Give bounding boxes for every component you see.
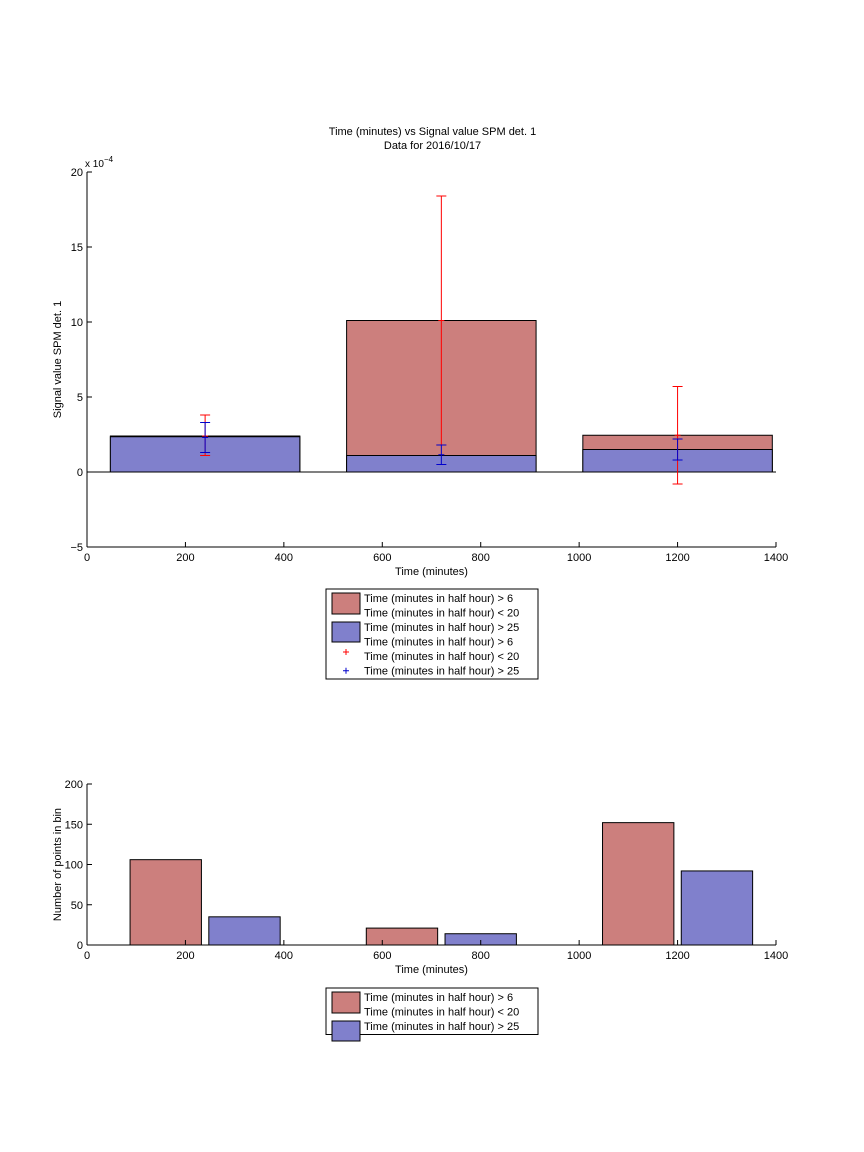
x-axis-label: Time (minutes) bbox=[395, 566, 468, 578]
legend-label: Time (minutes in half hour) > 25 bbox=[364, 622, 519, 634]
chart-subtitle: Data for 2016/10/17 bbox=[384, 140, 481, 152]
x-tick-label: 400 bbox=[275, 950, 293, 962]
legend-patch-1 bbox=[331, 991, 361, 1014]
x-tick-label: 0 bbox=[84, 552, 90, 564]
count-bar-series-2 bbox=[680, 870, 754, 946]
legend-label: Time (minutes in half hour) > 6 bbox=[364, 637, 513, 649]
y-tick-label: 100 bbox=[65, 860, 83, 872]
legend-label: Time (minutes in half hour) > 6 bbox=[364, 992, 513, 1004]
y-tick-label: 10 bbox=[71, 317, 83, 329]
exponent-label: x 10 bbox=[85, 159, 104, 170]
legend-patch-2 bbox=[331, 1020, 361, 1042]
legend-box bbox=[325, 987, 539, 1035]
x-tick-label: 1200 bbox=[665, 950, 689, 962]
x-tick-label: 1000 bbox=[567, 552, 591, 564]
y-tick-label: 0 bbox=[77, 467, 83, 479]
x-tick-label: 600 bbox=[373, 552, 391, 564]
x-tick-label: 200 bbox=[176, 950, 194, 962]
count-chart: 0 200 400 600 800 1000 1200 1400 0 50 100 150 200 Tim… bbox=[52, 779, 788, 1042]
x-tick-label: 0 bbox=[84, 950, 90, 962]
legend-patch-2 bbox=[331, 621, 361, 643]
legend-box bbox=[325, 588, 539, 680]
x-tick-label: 600 bbox=[373, 950, 391, 962]
x-tick-label: 400 bbox=[275, 552, 293, 564]
legend-label: Time (minutes in half hour) < 20 bbox=[364, 1007, 519, 1019]
y-tick-label: −5 bbox=[70, 542, 83, 554]
legend-label: Time (minutes in half hour) > 25 bbox=[364, 666, 519, 678]
x-tick-label: 1200 bbox=[665, 552, 689, 564]
legend-label: Time (minutes in half hour) > 6 bbox=[364, 593, 513, 605]
legend-patch-1 bbox=[331, 592, 361, 615]
count-bar-series-1 bbox=[365, 927, 439, 946]
exponent-power: −4 bbox=[104, 155, 114, 164]
y-tick-label: 200 bbox=[65, 779, 83, 791]
legend-label: Time (minutes in half hour) < 20 bbox=[364, 608, 519, 620]
y-tick-label: 20 bbox=[71, 167, 83, 179]
count-bar-series-1 bbox=[129, 859, 202, 946]
legend-label: Time (minutes in half hour) > 25 bbox=[364, 1021, 519, 1033]
y-tick-label: 50 bbox=[71, 900, 83, 912]
x-tick-label: 1400 bbox=[764, 950, 788, 962]
y-tick-label: 5 bbox=[77, 392, 83, 404]
y-tick-label: 150 bbox=[65, 819, 83, 831]
y-axis-label: Number of points in bin bbox=[52, 808, 64, 921]
chart-title: Time (minutes) vs Signal value SPM det. … bbox=[329, 126, 536, 138]
x-tick-label: 800 bbox=[472, 552, 490, 564]
x-tick-label: 200 bbox=[176, 552, 194, 564]
y-tick-label: 15 bbox=[71, 242, 83, 254]
count-bar-series-2 bbox=[208, 916, 281, 946]
signal-chart: Time (minutes) vs Signal value SPM det. … bbox=[52, 126, 788, 680]
x-tick-label: 800 bbox=[472, 950, 490, 962]
y-tick-label: 0 bbox=[77, 940, 83, 952]
y-axis-label: Signal value SPM det. 1 bbox=[52, 301, 64, 418]
count-bar-series-1 bbox=[602, 822, 675, 946]
x-tick-label: 1400 bbox=[764, 552, 788, 564]
x-tick-label: 1000 bbox=[567, 950, 591, 962]
x-axis-label: Time (minutes) bbox=[395, 964, 468, 976]
legend-label: Time (minutes in half hour) < 20 bbox=[364, 651, 519, 663]
